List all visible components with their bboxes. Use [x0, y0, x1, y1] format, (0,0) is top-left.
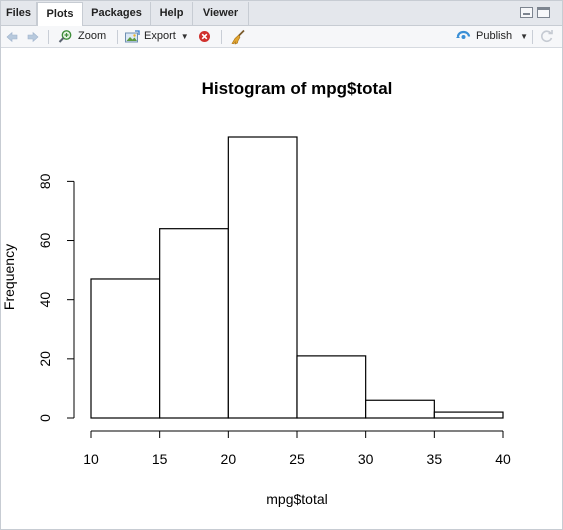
y-tick-label: 80 — [37, 173, 53, 189]
toolbar-separator — [221, 30, 222, 44]
magnifier-icon — [58, 30, 72, 43]
histogram-bar — [159, 228, 229, 419]
remove-plot-icon — [199, 31, 210, 42]
tab-packages[interactable]: Packages — [83, 2, 151, 25]
pane-tab-bar: Files Plots Packages Help Viewer — [1, 1, 562, 26]
chevron-down-icon: ▼ — [180, 32, 189, 41]
y-axis-label: Frequency — [1, 244, 17, 310]
plot-viewport: Histogram of mpg$total mpg$total Frequen… — [1, 48, 562, 529]
plots-toolbar: Zoom Export ▼ — [1, 26, 562, 48]
zoom-label: Zoom — [78, 30, 107, 42]
toolbar-separator — [117, 30, 118, 44]
y-axis: 0 20 40 60 80 — [37, 173, 75, 422]
x-tick-label: 25 — [289, 451, 305, 467]
y-tick-label: 20 — [37, 351, 53, 367]
tab-plots[interactable]: Plots — [37, 2, 83, 26]
x-axis: 10 15 20 25 30 35 40 — [83, 430, 511, 467]
y-tick-label: 40 — [37, 292, 53, 308]
histogram-bar — [433, 411, 504, 419]
chart-title: Histogram of mpg$total — [202, 79, 393, 98]
tab-files[interactable]: Files — [1, 2, 37, 25]
histogram-bars — [90, 136, 504, 419]
image-export-icon — [125, 29, 140, 42]
x-tick-label: 10 — [83, 451, 99, 467]
refresh-button[interactable] — [539, 26, 554, 47]
x-tick-label: 30 — [358, 451, 374, 467]
arrow-right-icon — [27, 31, 39, 42]
histogram-bar — [227, 136, 298, 419]
histogram-bar — [296, 355, 367, 419]
y-tick-label: 60 — [37, 233, 53, 249]
maximize-pane-icon[interactable] — [537, 7, 550, 18]
toolbar-separator — [48, 30, 49, 44]
histogram-chart: Histogram of mpg$total mpg$total Frequen… — [1, 79, 511, 507]
x-tick-label: 20 — [221, 451, 237, 467]
x-tick-label: 15 — [152, 451, 168, 467]
export-menu-button[interactable]: Export ▼ — [124, 26, 189, 47]
x-tick-label: 40 — [495, 451, 511, 467]
back-button[interactable] — [5, 26, 19, 47]
broom-icon — [231, 29, 245, 44]
chevron-down-icon: ▼ — [520, 32, 528, 41]
forward-button[interactable] — [26, 26, 40, 47]
tab-viewer[interactable]: Viewer — [193, 2, 249, 25]
arrow-left-icon — [6, 31, 18, 42]
publish-menu-button[interactable]: Publish ▼ — [455, 26, 528, 47]
toolbar-separator — [532, 30, 533, 44]
tab-help[interactable]: Help — [151, 2, 193, 25]
x-tick-label: 35 — [427, 451, 443, 467]
y-tick-label: 0 — [37, 414, 53, 422]
histogram-bar — [365, 399, 435, 419]
export-label: Export — [144, 30, 176, 42]
minimize-pane-icon[interactable] — [520, 7, 533, 18]
refresh-icon — [541, 30, 553, 42]
x-axis-label: mpg$total — [266, 491, 327, 507]
publish-icon — [456, 30, 471, 39]
remove-plot-button[interactable] — [198, 26, 211, 47]
clear-all-plots-button[interactable] — [230, 26, 246, 47]
publish-label: Publish — [476, 30, 513, 42]
histogram-bar — [90, 278, 161, 419]
zoom-button[interactable]: Zoom — [58, 26, 106, 47]
